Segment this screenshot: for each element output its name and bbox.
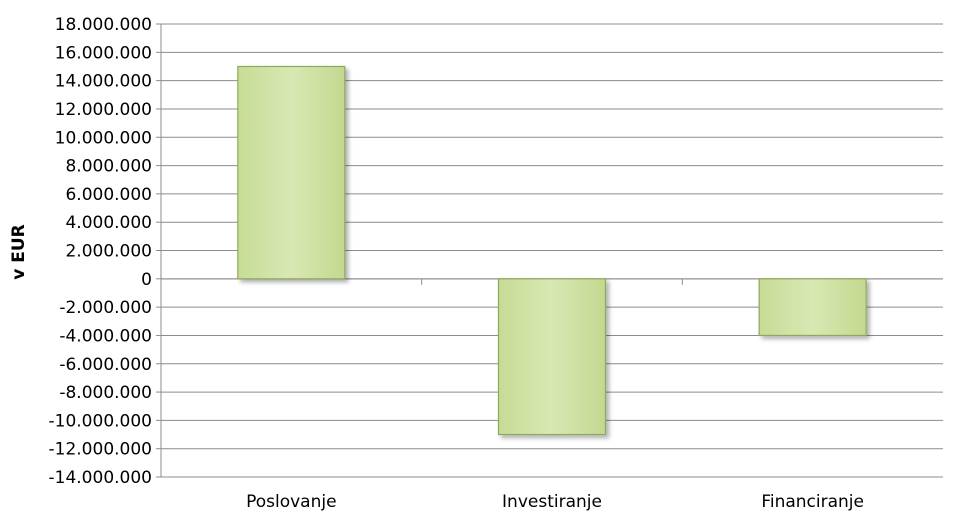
y-tick-label: -14.000.000 xyxy=(49,468,152,488)
y-tick-label: -6.000.000 xyxy=(59,355,152,375)
y-tick-label: -12.000.000 xyxy=(49,440,152,460)
y-tick-label: 2.000.000 xyxy=(65,242,152,262)
bar-financiranje xyxy=(758,278,867,337)
y-tick-label: 6.000.000 xyxy=(65,185,152,205)
y-tick-label: 0 xyxy=(141,270,152,290)
x-category-label: Poslovanje xyxy=(246,492,336,512)
x-category-label: Investiranje xyxy=(502,492,602,512)
y-tick-label: -2.000.000 xyxy=(59,298,152,318)
y-tick-label: 14.000.000 xyxy=(55,72,152,92)
bar-poslovanje xyxy=(237,65,346,280)
y-tick-label: -4.000.000 xyxy=(59,326,152,346)
y-tick-label: 4.000.000 xyxy=(65,213,152,233)
bar-investiranje xyxy=(497,278,607,436)
y-tick-label: 8.000.000 xyxy=(65,157,152,177)
y-tick-label: 18.000.000 xyxy=(55,15,152,35)
y-axis-title: v EUR xyxy=(9,224,29,280)
y-tick-label: 12.000.000 xyxy=(55,100,152,120)
y-tick-label: 10.000.000 xyxy=(55,128,152,148)
y-tick-label: -8.000.000 xyxy=(59,383,152,403)
y-tick-label: 16.000.000 xyxy=(55,43,152,63)
x-category-label: Financiranje xyxy=(761,492,864,512)
label-layer: 18.000.000 16.000.000 14.000.000 12.000.000… xyxy=(49,15,864,512)
bar-layer xyxy=(237,65,867,436)
y-tick-label: -10.000.000 xyxy=(49,411,152,431)
